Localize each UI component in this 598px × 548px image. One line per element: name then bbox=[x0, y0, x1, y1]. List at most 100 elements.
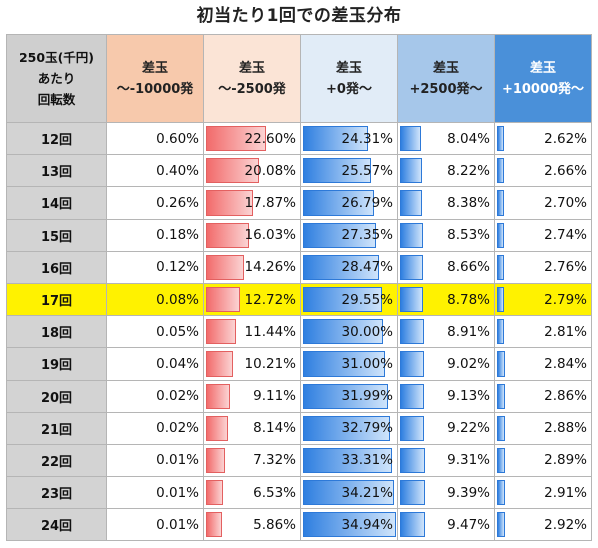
value-cell: 0.01% bbox=[106, 508, 204, 542]
value-text: 0.12% bbox=[156, 259, 199, 276]
data-bar bbox=[400, 190, 422, 216]
value-cell: 8.14% bbox=[203, 411, 301, 445]
value-cell: 8.78% bbox=[397, 282, 495, 317]
value-cell: 2.81% bbox=[494, 315, 592, 349]
value-text: 6.53% bbox=[253, 484, 296, 501]
value-cell: 8.22% bbox=[397, 154, 495, 188]
value-text: 8.66% bbox=[447, 259, 490, 276]
value-cell: 0.08% bbox=[106, 282, 204, 317]
table-header-row: 250玉(千円) あたり 回転数 差玉 ～-10000発 差玉 ～-2500発 … bbox=[6, 34, 592, 123]
value-cell: 2.79% bbox=[494, 282, 592, 317]
data-bar bbox=[400, 447, 425, 474]
data-bar bbox=[497, 286, 504, 313]
data-bar bbox=[206, 158, 259, 184]
data-bar bbox=[303, 190, 374, 216]
value-text: 11.44% bbox=[244, 323, 296, 340]
data-bar bbox=[400, 222, 423, 248]
table-row: 16回 0.12% 14.26% 28.47% 8.66% 2.76% bbox=[6, 250, 592, 284]
distribution-table: 250玉(千円) あたり 回転数 差玉 ～-10000発 差玉 ～-2500発 … bbox=[6, 34, 592, 542]
value-text: 9.22% bbox=[447, 420, 490, 437]
row-label: 15回 bbox=[6, 218, 107, 252]
value-text: 8.78% bbox=[447, 291, 490, 308]
value-cell: 2.62% bbox=[494, 121, 592, 156]
value-cell: 31.99% bbox=[300, 379, 398, 413]
value-cell: 9.11% bbox=[203, 379, 301, 413]
value-text: 31.99% bbox=[341, 388, 393, 405]
value-cell: 9.22% bbox=[397, 411, 495, 445]
data-bar bbox=[206, 319, 236, 345]
value-cell: 0.04% bbox=[106, 347, 204, 381]
value-text: 9.47% bbox=[447, 516, 490, 533]
data-bar bbox=[400, 126, 421, 152]
value-text: 0.05% bbox=[156, 323, 199, 340]
row-label: 20回 bbox=[6, 379, 107, 413]
value-text: 2.76% bbox=[544, 259, 587, 276]
data-bar bbox=[206, 351, 233, 377]
value-text: 0.01% bbox=[156, 516, 199, 533]
value-cell: 24.31% bbox=[300, 121, 398, 156]
value-cell: 8.38% bbox=[397, 186, 495, 220]
value-cell: 0.18% bbox=[106, 218, 204, 252]
value-text: 0.60% bbox=[156, 130, 199, 147]
value-cell: 8.66% bbox=[397, 250, 495, 284]
value-cell: 27.35% bbox=[300, 218, 398, 252]
row-header-line-3: 回転数 bbox=[37, 92, 76, 107]
data-bar bbox=[497, 319, 504, 345]
value-cell: 6.53% bbox=[203, 476, 301, 510]
value-cell: 2.88% bbox=[494, 411, 592, 445]
value-cell: 0.02% bbox=[106, 379, 204, 413]
data-bar bbox=[497, 126, 504, 152]
value-text: 2.88% bbox=[544, 420, 587, 437]
value-cell: 33.31% bbox=[300, 443, 398, 478]
column-header-range: +2500発～ bbox=[409, 81, 483, 97]
column-header-range: +0発～ bbox=[326, 81, 372, 97]
value-text: 29.55% bbox=[341, 291, 393, 308]
value-text: 8.14% bbox=[253, 420, 296, 437]
data-bar bbox=[303, 254, 379, 280]
value-cell: 22.60% bbox=[203, 121, 301, 156]
value-cell: 29.55% bbox=[300, 282, 398, 317]
value-cell: 11.44% bbox=[203, 315, 301, 349]
data-bar bbox=[206, 126, 266, 152]
data-bar bbox=[303, 415, 390, 441]
value-cell: 0.60% bbox=[106, 121, 204, 156]
value-text: 12.72% bbox=[244, 291, 296, 308]
data-bar bbox=[206, 286, 240, 313]
value-text: 17.87% bbox=[244, 194, 296, 211]
value-text: 9.02% bbox=[447, 355, 490, 372]
data-bar bbox=[303, 447, 392, 474]
value-cell: 0.12% bbox=[106, 250, 204, 284]
value-text: 9.11% bbox=[253, 388, 296, 405]
value-cell: 7.32% bbox=[203, 443, 301, 478]
value-text: 2.84% bbox=[544, 355, 587, 372]
value-text: 28.47% bbox=[341, 259, 393, 276]
row-label: 14回 bbox=[6, 186, 107, 220]
value-text: 8.38% bbox=[447, 194, 490, 211]
data-bar bbox=[303, 126, 368, 152]
value-cell: 31.00% bbox=[300, 347, 398, 381]
table-row: 14回 0.26% 17.87% 26.79% 8.38% 2.70% bbox=[6, 186, 592, 220]
value-cell: 2.91% bbox=[494, 476, 592, 510]
data-bar bbox=[400, 480, 425, 506]
table-row: 23回 0.01% 6.53% 34.21% 9.39% 2.91% bbox=[6, 476, 592, 510]
value-cell: 9.13% bbox=[397, 379, 495, 413]
value-text: 0.04% bbox=[156, 355, 199, 372]
value-text: 34.21% bbox=[341, 484, 393, 501]
value-text: 2.66% bbox=[544, 162, 587, 179]
value-text: 2.74% bbox=[544, 227, 587, 244]
data-bar bbox=[303, 286, 382, 313]
value-cell: 14.26% bbox=[203, 250, 301, 284]
value-text: 2.92% bbox=[544, 516, 587, 533]
value-cell: 9.31% bbox=[397, 443, 495, 478]
data-bar bbox=[206, 480, 223, 506]
value-text: 31.00% bbox=[341, 355, 393, 372]
table-row: 20回 0.02% 9.11% 31.99% 9.13% 2.86% bbox=[6, 379, 592, 413]
value-cell: 0.01% bbox=[106, 443, 204, 478]
value-cell: 26.79% bbox=[300, 186, 398, 220]
value-text: 10.21% bbox=[244, 355, 296, 372]
value-cell: 32.79% bbox=[300, 411, 398, 445]
row-label: 19回 bbox=[6, 347, 107, 381]
value-text: 0.18% bbox=[156, 227, 199, 244]
value-cell: 9.02% bbox=[397, 347, 495, 381]
value-text: 0.26% bbox=[156, 194, 199, 211]
